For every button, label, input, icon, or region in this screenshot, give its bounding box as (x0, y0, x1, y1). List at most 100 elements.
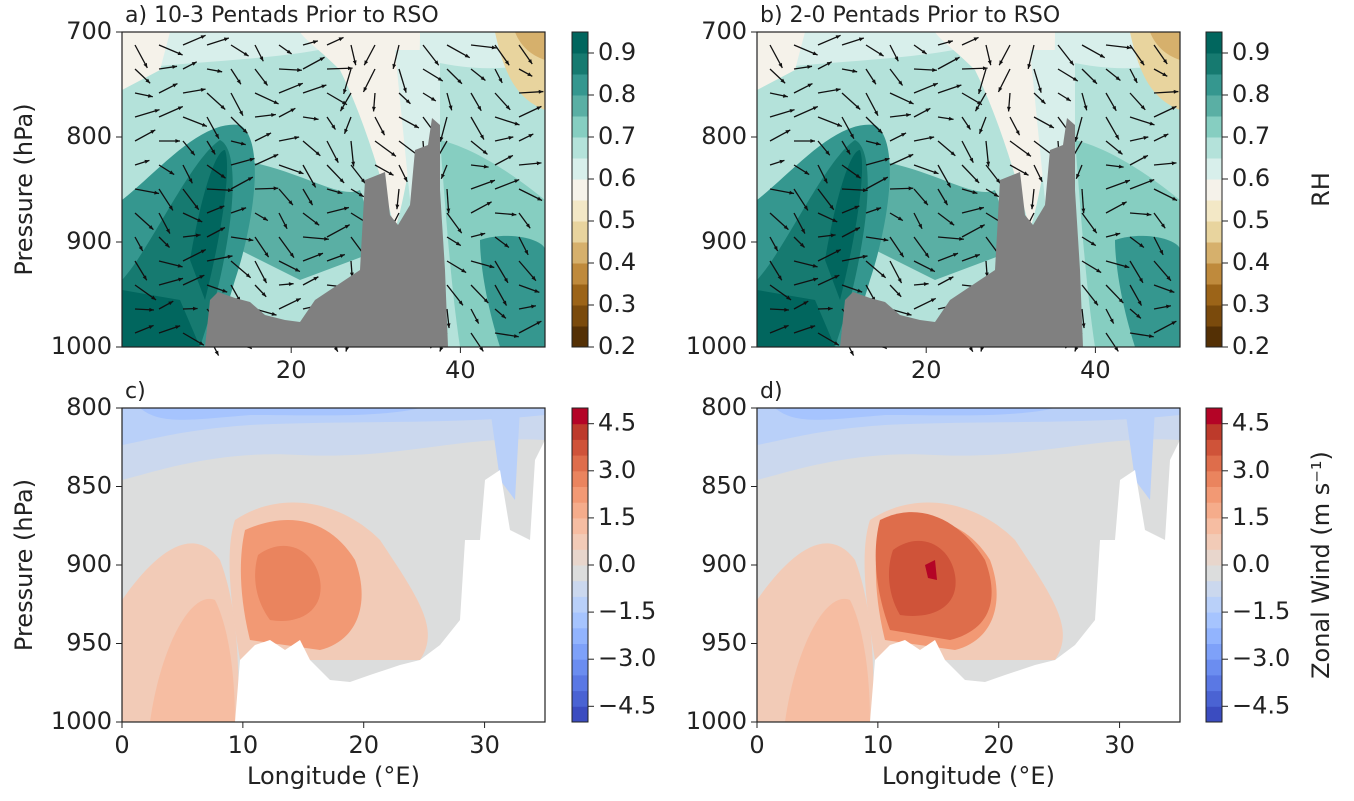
wind-arrow-head (247, 177, 253, 182)
wind-arrow-head (968, 346, 973, 352)
wind-arrow-head (1140, 105, 1146, 110)
wind-arrow-head (803, 205, 808, 211)
wind-arrow-head (315, 151, 321, 156)
wind-arrow-head (283, 223, 288, 229)
wind-arrow-head (403, 176, 408, 182)
colorbar-band (572, 439, 588, 456)
colorbar-band (572, 549, 588, 566)
wind-arrow-head (514, 179, 520, 184)
wind-arrow-head (483, 164, 489, 169)
wind-arrow-head (147, 93, 153, 98)
colorbar-frame (1205, 31, 1223, 348)
colorbar-band (572, 565, 588, 582)
wind-arrow-head (437, 76, 443, 82)
wind-arrow-head (1159, 249, 1164, 255)
wind-arrow-head (854, 205, 860, 210)
wind-arrow-head (878, 51, 884, 57)
wind-arrow-head (858, 37, 864, 42)
wind-arrow-head (175, 325, 181, 330)
wind-arrow-head (321, 84, 327, 89)
wind-arrow-head (461, 268, 467, 273)
wind-arrow-head (1160, 223, 1166, 229)
wind-arrow-head (1172, 196, 1178, 201)
wind-arrow-head (491, 45, 497, 50)
wind-arrow-head (172, 65, 178, 69)
wind-arrow-head (505, 105, 511, 110)
colorbar-tick-label: 0.2 (598, 332, 636, 360)
wind-arrow-head (514, 121, 520, 126)
wind-arrow-head (334, 157, 339, 163)
colorbar-band (572, 326, 588, 348)
x-axis-label: Longitude (°E) (247, 762, 420, 790)
colorbar-band (572, 158, 588, 180)
wind-arrow-head (1006, 106, 1011, 112)
wind-arrow-head (243, 51, 249, 57)
colorbar-band (1206, 326, 1222, 348)
wind-arrow-head (1137, 300, 1142, 306)
wind-arrow-head (1026, 152, 1031, 157)
wind-arrow-head (524, 249, 529, 255)
colorbar-tick-label: −4.5 (598, 691, 656, 719)
wind-arrow-head (877, 128, 883, 134)
wind-arrow-head (319, 57, 325, 62)
colorbar-tick-label: 1.5 (1232, 503, 1270, 531)
wind-arrow-head (531, 304, 536, 309)
wind-arrow-head (227, 254, 233, 259)
colorbar-band (1206, 486, 1222, 503)
wind-arrow-head (214, 350, 219, 356)
wind-arrow-head (979, 224, 985, 229)
wind-arrow-head (501, 313, 506, 319)
wind-arrow-head (1149, 121, 1155, 126)
colorbar-band (572, 116, 588, 138)
colorbar-band (1206, 612, 1222, 629)
wind-arrow-head (1096, 268, 1102, 273)
colorbar-band (572, 517, 588, 535)
wind-arrow-head (199, 275, 205, 279)
colorbar-band (1206, 53, 1222, 75)
wind-arrow-head (528, 133, 534, 138)
colorbar-tick-label: 1.5 (598, 503, 636, 531)
y-tick-label: 900 (66, 550, 112, 578)
wind-arrow-head (434, 60, 439, 66)
wind-arrow-head (446, 208, 451, 214)
x-tick-label: 20 (983, 731, 1014, 759)
wind-arrow-head (198, 341, 204, 346)
wind-arrow-head (789, 190, 795, 195)
wind-arrow-head (982, 66, 988, 71)
colorbar-band (572, 533, 588, 550)
wind-arrow-head (145, 78, 151, 84)
colorbar-band (1206, 659, 1222, 676)
wind-arrow-head (948, 276, 954, 281)
colorbar-band (572, 200, 588, 222)
wind-arrow-head (1074, 346, 1079, 352)
colorbar-tick-label: 0.4 (1232, 248, 1270, 276)
colorbar-band (572, 221, 588, 243)
colorbar-band (572, 408, 588, 425)
colorbar-tick-label: −1.5 (1232, 597, 1290, 625)
wind-arrow-head (835, 88, 841, 92)
wind-arrow-head (313, 116, 319, 121)
wind-arrow-head (1162, 59, 1168, 64)
wind-arrow-head (1112, 105, 1117, 111)
wind-arrow-head (1166, 304, 1171, 309)
wind-arrow-head (1099, 53, 1105, 58)
wind-arrow-head (812, 51, 818, 55)
colorbar-tick-label: 0.7 (1232, 122, 1270, 150)
y-tick-label: 1000 (51, 707, 112, 735)
wind-arrow-head (317, 253, 323, 257)
colorbar-tick-label: 0.6 (598, 164, 636, 192)
y-tick-label: 900 (701, 227, 747, 255)
wind-arrow-head (312, 40, 318, 45)
wind-arrow-head (871, 79, 876, 85)
wind-arrow-head (880, 273, 886, 278)
wind-arrow-head (803, 301, 809, 306)
wind-arrow-head (342, 100, 347, 105)
wind-arrow-head (780, 78, 786, 84)
wind-arrow-head (175, 139, 181, 143)
wind-arrow-head (1124, 264, 1130, 269)
wind-arrow-head (217, 69, 223, 73)
wind-arrow-head (995, 178, 1001, 184)
wind-arrow-head (191, 61, 197, 66)
wind-arrow-head (901, 132, 907, 137)
wind-arrow-head (138, 246, 143, 252)
